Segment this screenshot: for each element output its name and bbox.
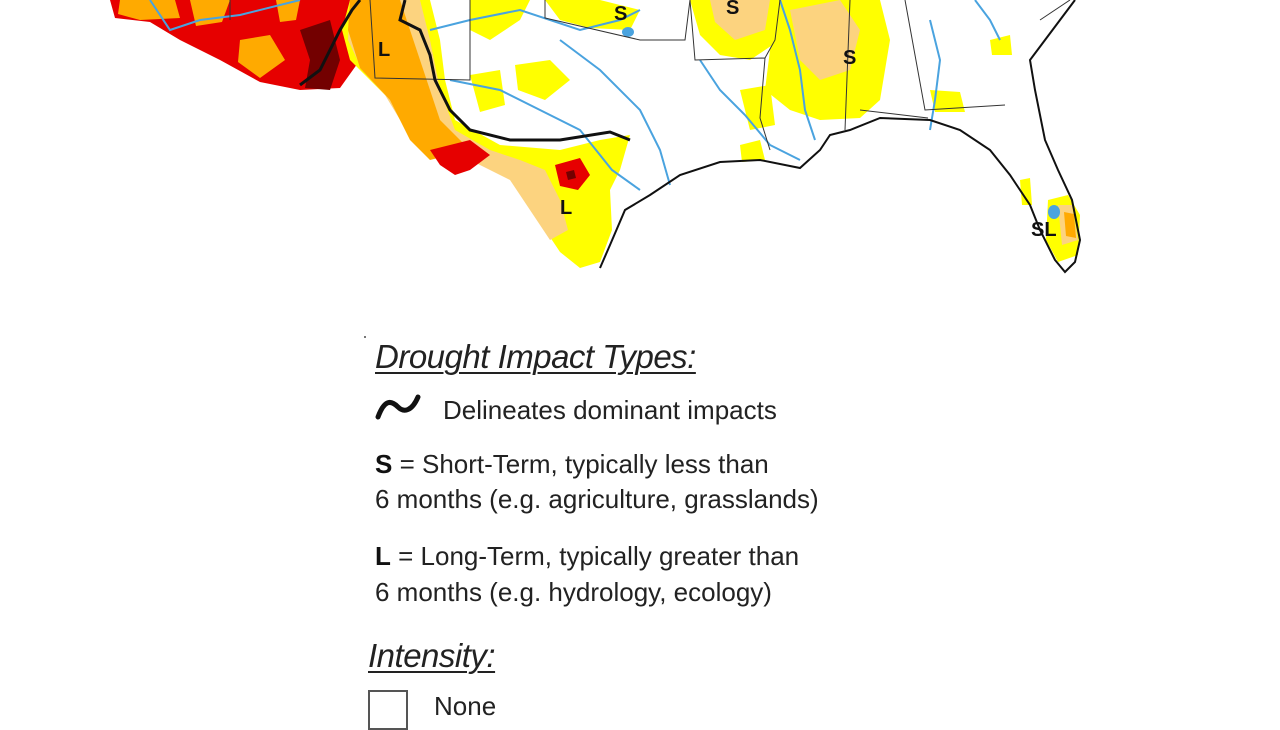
- louisiana-dry-patch: [740, 85, 775, 162]
- oklahoma-dry-patch: [545, 0, 640, 30]
- intensity-none-label: None: [434, 691, 497, 721]
- state-boundaries: [229, 0, 1071, 151]
- map-label-s-mississippi: S: [843, 47, 856, 69]
- impact-types-heading: Drought Impact Types:: [375, 338, 696, 375]
- rivers: [149, 0, 1001, 191]
- delineates-impacts-text: Delineates dominant impacts: [443, 395, 777, 425]
- lake-okeechobee: [1048, 205, 1060, 219]
- scan-artifact-dot: [364, 336, 366, 338]
- big-bend-extreme-patch: [430, 140, 490, 175]
- long-term-description: = Long-Term, typically greater than: [390, 541, 800, 571]
- short-term-code: S: [375, 449, 393, 479]
- map-label-s-top-center: S: [614, 3, 627, 25]
- south-texas-exceptional-dot: [566, 170, 576, 180]
- short-term-line-2: 6 months (e.g. agriculture, grasslands): [375, 484, 819, 514]
- texas-lake: [622, 27, 634, 37]
- map-label-l-new-mexico: L: [378, 39, 390, 61]
- long-term-code: L: [375, 541, 391, 571]
- north-texas-dry-patch: [470, 0, 530, 40]
- trans-pecos-severe-region: [348, 0, 470, 160]
- mississippi-moderate-patch: [790, 0, 860, 80]
- florida-severe-patch: [1064, 212, 1076, 238]
- arkansas-moderate-patch: [710, 0, 770, 40]
- map-label-l-south-texas: L: [560, 197, 572, 219]
- long-term-line-1: L = Long-Term, typically greater than: [375, 538, 799, 574]
- short-term-line-1: S = Short-Term, typically less than: [375, 446, 769, 482]
- intensity-none-swatch: [368, 690, 408, 730]
- delineation-curve-icon: [375, 394, 421, 420]
- florida-dry-patch: [1020, 178, 1032, 205]
- long-term-line-2: 6 months (e.g. hydrology, ecology): [375, 577, 772, 607]
- drought-map: S S S L L SL: [110, 0, 1082, 274]
- southwest-severe-patch: [118, 0, 285, 78]
- central-dry-patch-1: [515, 60, 570, 100]
- georgia-dry-patch: [930, 35, 1012, 112]
- short-term-description: = Short-Term, typically less than: [392, 449, 769, 479]
- southwest-severe-patch-2: [190, 0, 300, 26]
- impact-delineation-lines: [299, 0, 631, 142]
- southwest-exceptional-patch: [300, 20, 340, 90]
- intensity-heading: Intensity:: [368, 637, 496, 674]
- map-label-s-top-right: S: [726, 0, 739, 19]
- central-dry-patch-2: [470, 70, 505, 112]
- coastline: [599, 0, 1082, 274]
- map-label-sl-florida: SL: [1031, 219, 1057, 241]
